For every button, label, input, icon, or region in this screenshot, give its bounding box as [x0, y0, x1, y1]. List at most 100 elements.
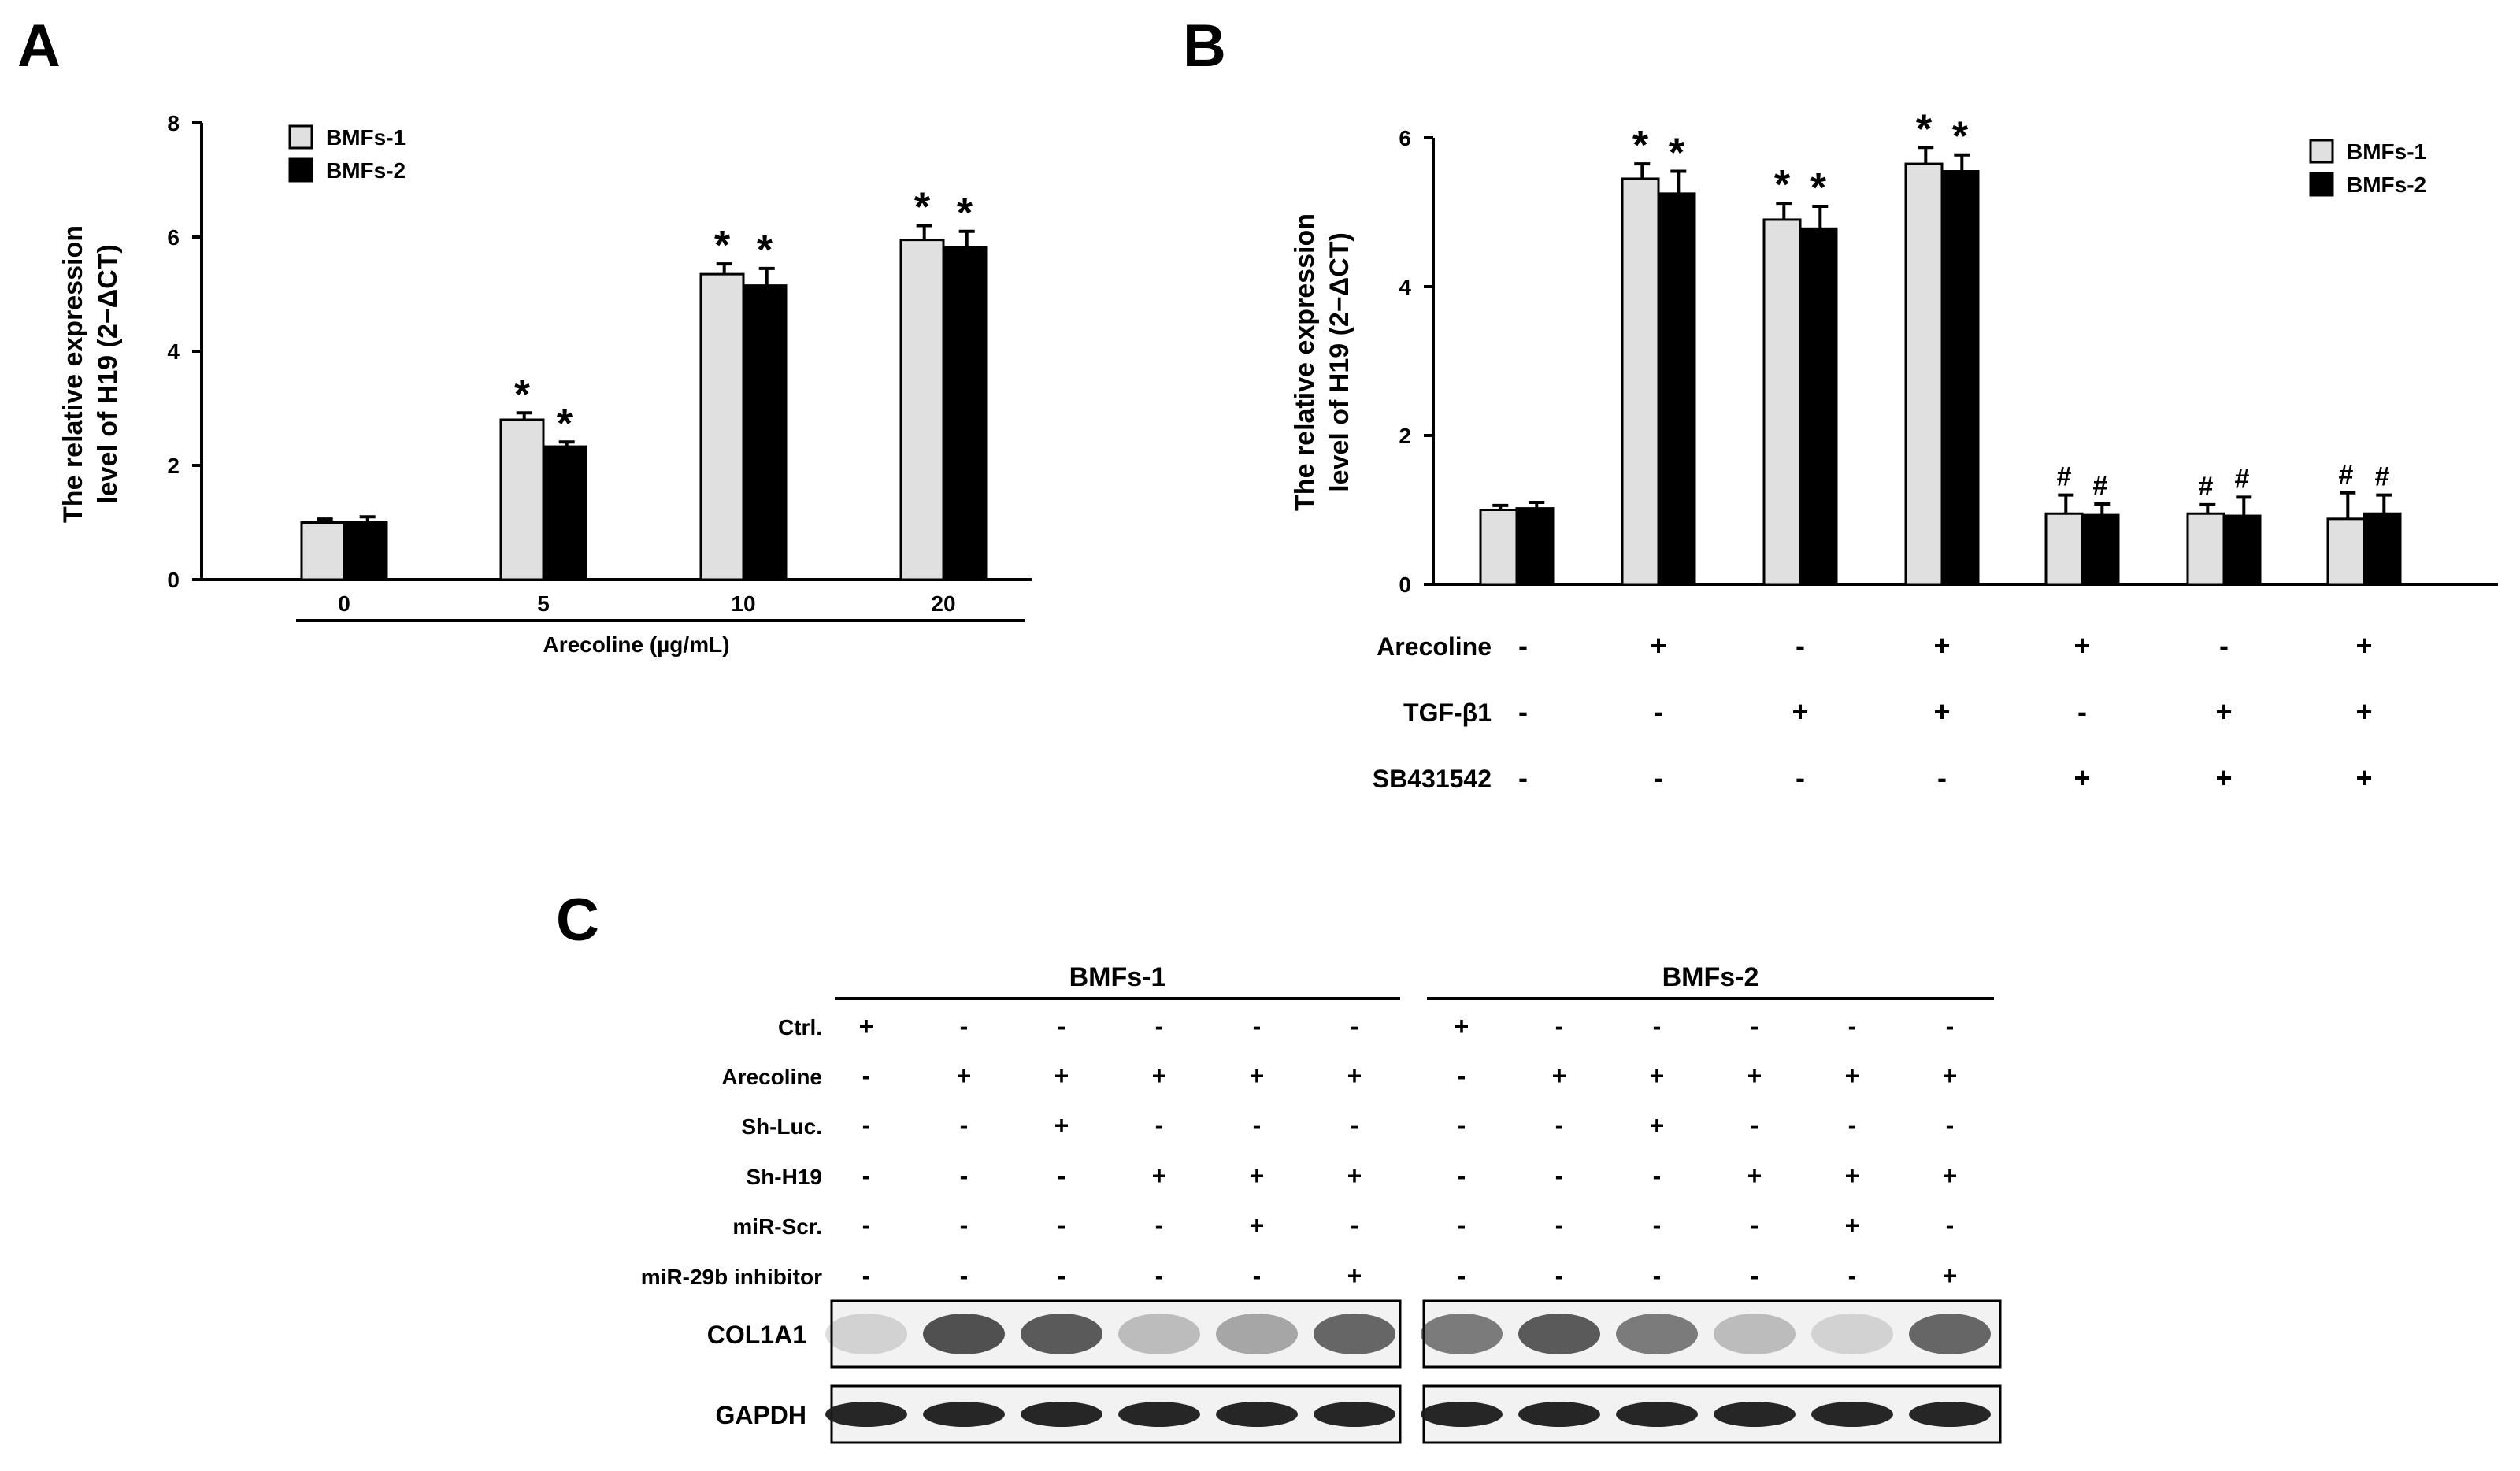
western-blot-condition-value: -	[1653, 1162, 1662, 1190]
chart-a-bar	[343, 521, 388, 581]
chart-b-significance-mark: *	[1952, 114, 1969, 160]
chart-b-bar	[1799, 227, 1838, 586]
western-blot-condition-value: -	[1946, 1012, 1955, 1040]
western-blot-condition-value: -	[1848, 1262, 1857, 1290]
western-blot-condition-value: +	[1650, 1062, 1665, 1090]
chart-a-category-label: 5	[537, 591, 550, 616]
western-blot-condition-value: +	[1943, 1062, 1958, 1090]
chart-b-bar	[2222, 514, 2262, 586]
chart-b-ytick-label: 6	[1399, 126, 1411, 150]
chart-b-condition-value: -	[1654, 761, 1663, 794]
chart-b-condition-value: -	[1518, 629, 1528, 661]
western-blot-condition-value: -	[1155, 1262, 1164, 1290]
chart-b-significance-mark: *	[1774, 162, 1791, 208]
western-blot-condition-value: -	[1751, 1211, 1759, 1239]
western-blot-condition-value: -	[1458, 1211, 1466, 1239]
chart-a-category-label: 0	[338, 591, 350, 616]
western-blot-band	[1118, 1402, 1200, 1427]
chart-b-bar	[2326, 517, 2366, 586]
western-blot-condition-value: -	[1458, 1162, 1466, 1190]
chart-a-ytick-label: 6	[167, 225, 180, 250]
western-blot-band	[1518, 1402, 1600, 1427]
chart-a-category-label: 10	[731, 591, 755, 616]
chart-a-ylabel-line2: level of H19 (2−ΔCT)	[93, 244, 123, 504]
western-blot-condition-value: -	[862, 1262, 871, 1290]
western-blot-condition-value: -	[960, 1211, 969, 1239]
western-blot-condition-label: miR-29b inhibitor	[641, 1265, 822, 1289]
western-blot-condition-value: -	[862, 1162, 871, 1190]
western-blot-condition-value: -	[960, 1012, 969, 1040]
western-blot-band	[1811, 1402, 1893, 1427]
panel-a-letter: A	[17, 13, 61, 80]
western-blot-condition-label: miR-Scr.	[732, 1214, 822, 1239]
panel-c-letter: C	[556, 887, 599, 954]
chart-b-condition-value: -	[1796, 761, 1805, 794]
chart-b-significance-mark: #	[2199, 472, 2214, 502]
chart-a-bar	[742, 284, 788, 581]
chart-a-bar	[300, 521, 346, 581]
western-blot-condition-value: -	[1351, 1012, 1359, 1040]
western-blot-condition-value: +	[1943, 1162, 1958, 1190]
western-blot-condition-value: +	[1747, 1062, 1762, 1090]
western-blot-condition-label: Sh-Luc.	[741, 1114, 822, 1139]
chart-a-ytick-label: 2	[167, 454, 180, 478]
western-blot-condition-value: +	[1152, 1062, 1167, 1090]
chart-a-bar	[699, 272, 745, 581]
western-blot-condition-value: -	[960, 1111, 969, 1139]
chart-b-condition-value: +	[1933, 695, 1950, 728]
chart-a-significance-mark: *	[514, 372, 531, 417]
chart-b-bar	[1940, 170, 1980, 586]
western-blot-condition-value: -	[1555, 1162, 1564, 1190]
western-blot-condition-value: -	[1458, 1111, 1466, 1139]
chart-b-condition-label: SB431542	[1373, 765, 1492, 793]
western-blot-condition-value: -	[1058, 1012, 1066, 1040]
western-blot-condition-value: -	[1058, 1211, 1066, 1239]
chart-b-condition-value: -	[1518, 695, 1528, 728]
western-blot-condition-label: Ctrl.	[778, 1015, 822, 1039]
chart-a-category-label: 20	[931, 591, 955, 616]
western-blot-condition-value: -	[1058, 1162, 1066, 1190]
western-blot-condition-value: +	[1054, 1111, 1069, 1139]
western-blot-condition-value: -	[1155, 1012, 1164, 1040]
western-blot-condition-value: -	[1555, 1111, 1564, 1139]
chart-b-condition-value: +	[1650, 629, 1666, 661]
chart-b-ylabel-line1: The relative expression	[1290, 213, 1320, 511]
western-blot-condition-value: -	[1058, 1262, 1066, 1290]
western-blot-condition-value: -	[1751, 1262, 1759, 1290]
chart-b-ytick-label: 4	[1399, 275, 1411, 299]
panel-b-letter: B	[1183, 13, 1226, 80]
western-blot-condition-value: -	[1751, 1111, 1759, 1139]
chart-b-bar	[2044, 512, 2084, 586]
chart-b-condition-value: +	[1933, 629, 1950, 661]
chart-b-condition-value: -	[1937, 761, 1947, 794]
western-blot-band	[1909, 1314, 1991, 1354]
western-blot-band	[1118, 1314, 1200, 1354]
western-blot-group-label: BMFs-2	[1662, 962, 1759, 992]
chart-b-significance-mark: *	[1669, 131, 1685, 176]
chart-b-condition-value: +	[2073, 629, 2090, 661]
chart-b-condition-value: -	[1518, 761, 1528, 794]
chart-a-significance-mark: *	[914, 185, 931, 231]
chart-b-condition-value: +	[2215, 695, 2232, 728]
western-blot-condition-value: -	[960, 1262, 969, 1290]
western-blot-condition-value: -	[1351, 1111, 1359, 1139]
chart-b-legend-swatch	[2309, 139, 2334, 164]
western-blot-condition-value: +	[1347, 1262, 1362, 1290]
chart-b-condition-value: +	[1792, 695, 1808, 728]
chart-a-legend-swatch	[288, 124, 313, 150]
chart-b-condition-value: +	[2073, 761, 2090, 794]
western-blot-condition-value: -	[1848, 1012, 1857, 1040]
western-blot-condition-value: -	[1848, 1111, 1857, 1139]
chart-a-ytick-label: 4	[167, 339, 180, 364]
chart-a-bar	[499, 418, 545, 581]
western-blot-condition-value: -	[1253, 1111, 1262, 1139]
western-blot-condition-value: -	[1155, 1211, 1164, 1239]
chart-b: The relative expression level of H19 (2−…	[1290, 106, 2498, 794]
western-blot-band	[1909, 1402, 1991, 1427]
chart-b-significance-mark: #	[2339, 460, 2354, 490]
chart-a: The relative expression level of H19 (2−…	[58, 111, 1032, 657]
western-blot-condition-value: -	[1555, 1262, 1564, 1290]
chart-a-significance-mark: *	[557, 401, 573, 446]
western-blot-band	[923, 1314, 1005, 1354]
